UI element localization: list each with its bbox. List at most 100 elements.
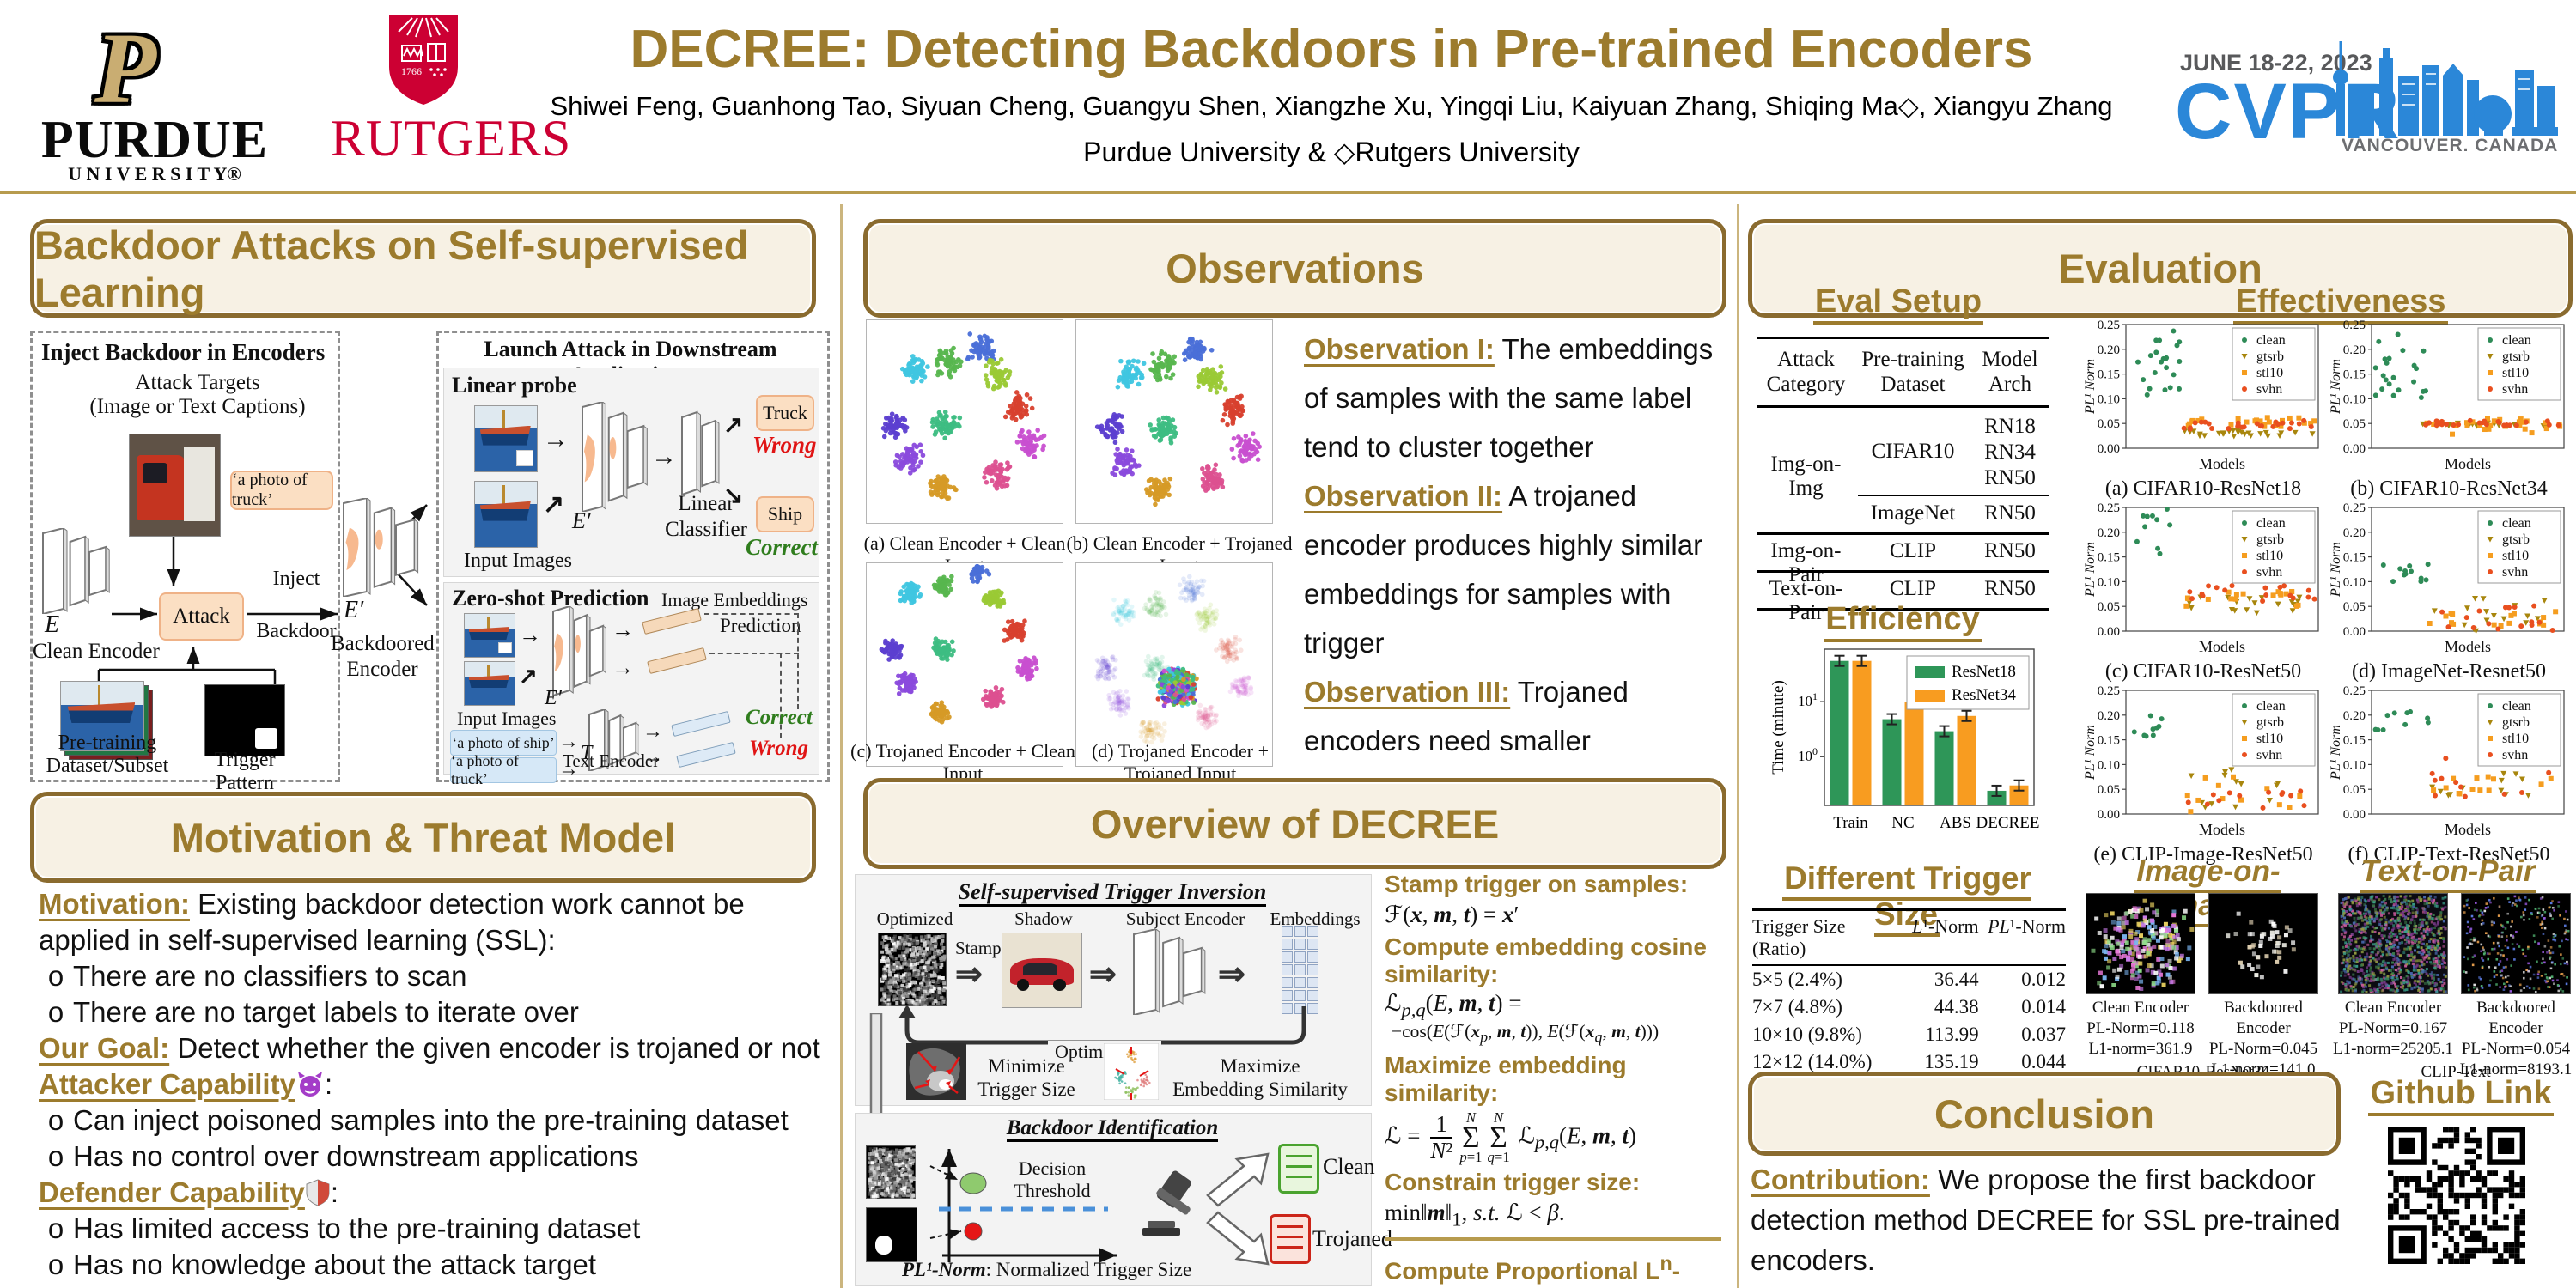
- svg-text:clean: clean: [2502, 333, 2531, 348]
- svg-text:0.10: 0.10: [2343, 758, 2366, 772]
- encoder-e-label: E: [45, 611, 60, 638]
- section-title: Evaluation: [2058, 246, 2262, 291]
- truck-image: [129, 434, 221, 537]
- formula-divider: [1385, 1237, 1721, 1242]
- svg-text:0.15: 0.15: [2343, 734, 2366, 748]
- svg-text:DECREE: DECREE: [1976, 814, 2040, 832]
- svg-text:Models: Models: [2199, 455, 2245, 472]
- eval-setup-heading: Eval Setup: [1769, 283, 2027, 325]
- labeled-line: Future work: We only consider image-form…: [1751, 1280, 2343, 1288]
- image-embeddings-label: Image Embeddings: [661, 589, 808, 611]
- tsne-plot-b: [1075, 319, 1273, 528]
- bullet-line: o Can inject poisoned samples into the pr…: [47, 1104, 789, 1136]
- formula-head-stamp: Stamp trigger on samples:: [1385, 871, 1689, 897]
- trojaned-scroll-icon: [1270, 1214, 1311, 1264]
- purdue-wordmark: PURDUE: [40, 111, 269, 169]
- classifier-icon: [680, 410, 720, 496]
- svg-text:NC: NC: [1891, 814, 1914, 832]
- svg-text:clean: clean: [2502, 516, 2531, 531]
- inject-backdoor-label2: Backdoor: [256, 620, 337, 642]
- trigger-examples: Clean Encoder PL-Norm=0.118 L1-norm=361.9 B…: [2086, 893, 2572, 1081]
- svg-text:PL¹ Norm: PL¹ Norm: [2083, 359, 2098, 415]
- inverted-trigger-example-image: [2338, 893, 2448, 994]
- trigger-pattern-image: [204, 684, 285, 756]
- trigger-inversion-title: Self-supervised Trigger Inversion: [855, 879, 1370, 907]
- svg-text:0.15: 0.15: [2098, 368, 2120, 382]
- svg-text:gtsrb: gtsrb: [2256, 532, 2284, 547]
- formulas: Stamp trigger on samples: ℱ(x, m, t) = x…: [1385, 871, 1721, 1288]
- section-conclusion: Conclusion: [1748, 1072, 2341, 1156]
- svg-text:svhn: svhn: [2256, 748, 2282, 762]
- panel-caption: (f) CLIP-Text-ResNet50: [2348, 843, 2550, 866]
- table-row: 10×10 (9.8%) 113.99 0.037: [1752, 1024, 2066, 1045]
- panel-caption: (d) ImageNet-Resnet50: [2352, 660, 2546, 683]
- svg-text:Train: Train: [1833, 814, 1868, 832]
- purdue-sub: U N I V E R S I T Y®: [68, 163, 241, 185]
- stamp-label: Stamp: [955, 938, 1002, 958]
- zs-wrong-label: Wrong: [749, 737, 809, 760]
- shield-icon: [306, 1179, 330, 1206]
- pl-norm-caption: PL¹-Norm: Normalized Trigger Size: [902, 1259, 1192, 1280]
- effectiveness-panel: 0.00 0.05 0.10 0.15 0.20 0.25 PL¹ Norm Models cl…: [2329, 684, 2569, 866]
- table-row: 5×5 (2.4%) 36.44 0.012: [1752, 969, 2066, 990]
- svg-text:0.20: 0.20: [2343, 709, 2366, 723]
- authors: Shiwei Feng, Guanhong Tao, Siyuan Cheng,…: [550, 91, 2113, 121]
- svg-text:Models: Models: [2445, 455, 2491, 472]
- encoder-backdoored: [342, 496, 419, 598]
- svg-text:gtsrb: gtsrb: [2502, 349, 2530, 364]
- verdict-arrows: [1206, 1152, 1270, 1266]
- trigger-pattern-label: Trigger Pattern: [214, 749, 276, 794]
- svg-text:1766: 1766: [401, 65, 422, 77]
- panel-caption: (c) CIFAR10-ResNet50: [2104, 660, 2302, 683]
- svg-text:gtsrb: gtsrb: [2256, 349, 2284, 364]
- pretraining-label: Pre-training Dataset/Subset: [46, 732, 169, 777]
- effectiveness-panel: 0.00 0.05 0.10 0.15 0.20 0.25 PL¹ Norm Models cl…: [2083, 501, 2323, 683]
- svg-text:0.25: 0.25: [2343, 685, 2366, 698]
- subject-encoder-label: Subject Encoder: [1125, 908, 1245, 929]
- svg-text:svhn: svhn: [2502, 382, 2528, 397]
- decision-axis: [929, 1149, 1117, 1263]
- column-divider-1: [840, 204, 843, 1288]
- purdue-p-icon: P: [94, 12, 157, 125]
- zs-input-trojaned: [464, 613, 515, 658]
- svg-text:0.25: 0.25: [2343, 502, 2366, 515]
- section-title: Observations: [1166, 246, 1424, 291]
- optimized-trigger-image: [878, 933, 947, 1011]
- wrong-label: Wrong: [752, 432, 817, 458]
- header: P PURDUE U N I V E R S I T Y® 1766 RUTGE…: [0, 0, 2576, 191]
- svg-text:0.15: 0.15: [2343, 368, 2366, 382]
- formula-head-plnorm: Compute Proportional Ln-Normof inverted …: [1385, 1252, 1681, 1288]
- input-image-trojaned: [474, 405, 538, 472]
- svg-text:clean: clean: [2256, 333, 2286, 348]
- section-motivation: Motivation & Threat Model: [30, 792, 816, 883]
- minimize-trigger-image: [906, 1043, 966, 1104]
- zs-correct-label: Correct: [746, 706, 813, 729]
- svg-text:0.00: 0.00: [2343, 442, 2366, 456]
- svg-text:0.15: 0.15: [2098, 734, 2120, 748]
- bullet-line: o Has no knowledge about the attack targe…: [47, 1249, 597, 1280]
- encoder-clean: [41, 526, 110, 616]
- trigger-example-caption: Clean Encoder PL-Norm=0.118 L1-norm=361.9: [2086, 999, 2195, 1058]
- section-evaluation: Evaluation: [1748, 219, 2573, 318]
- attack-box: Attack: [159, 592, 244, 641]
- rutgers-logo: 1766 RUTGERS: [309, 13, 593, 185]
- svg-text:0.20: 0.20: [2343, 526, 2366, 540]
- svg-text:svhn: svhn: [2502, 565, 2528, 580]
- header-divider: [0, 191, 2576, 194]
- svg-text:0.10: 0.10: [2343, 392, 2366, 406]
- github-qr-code: [2388, 1127, 2525, 1268]
- labeled-line: Our Goal: Detect whether the given encod…: [39, 1032, 820, 1064]
- text-on-pair-heading: Text-on-Pair: [2354, 854, 2543, 893]
- svg-text:ResNet34: ResNet34: [1952, 686, 2016, 704]
- svg-text:PL¹ Norm: PL¹ Norm: [2083, 542, 2098, 598]
- formula-head-constrain: Constrain trigger size:: [1385, 1168, 1641, 1195]
- svg-text:ABS: ABS: [1940, 814, 1971, 832]
- col-header: L¹-Norm: [1912, 915, 1979, 937]
- effectiveness-panel: 0.00 0.05 0.10 0.15 0.20 0.25 PL¹ Norm Models cl…: [2083, 319, 2323, 500]
- inverted-trigger-image: [866, 1145, 916, 1203]
- tsne-plot-c: [866, 562, 1063, 771]
- section-overview: Overview of DECREE: [863, 778, 1726, 869]
- svg-text:gtsrb: gtsrb: [2256, 715, 2284, 730]
- svg-text:PL¹ Norm: PL¹ Norm: [2329, 725, 2343, 781]
- svg-text:Models: Models: [2445, 821, 2491, 838]
